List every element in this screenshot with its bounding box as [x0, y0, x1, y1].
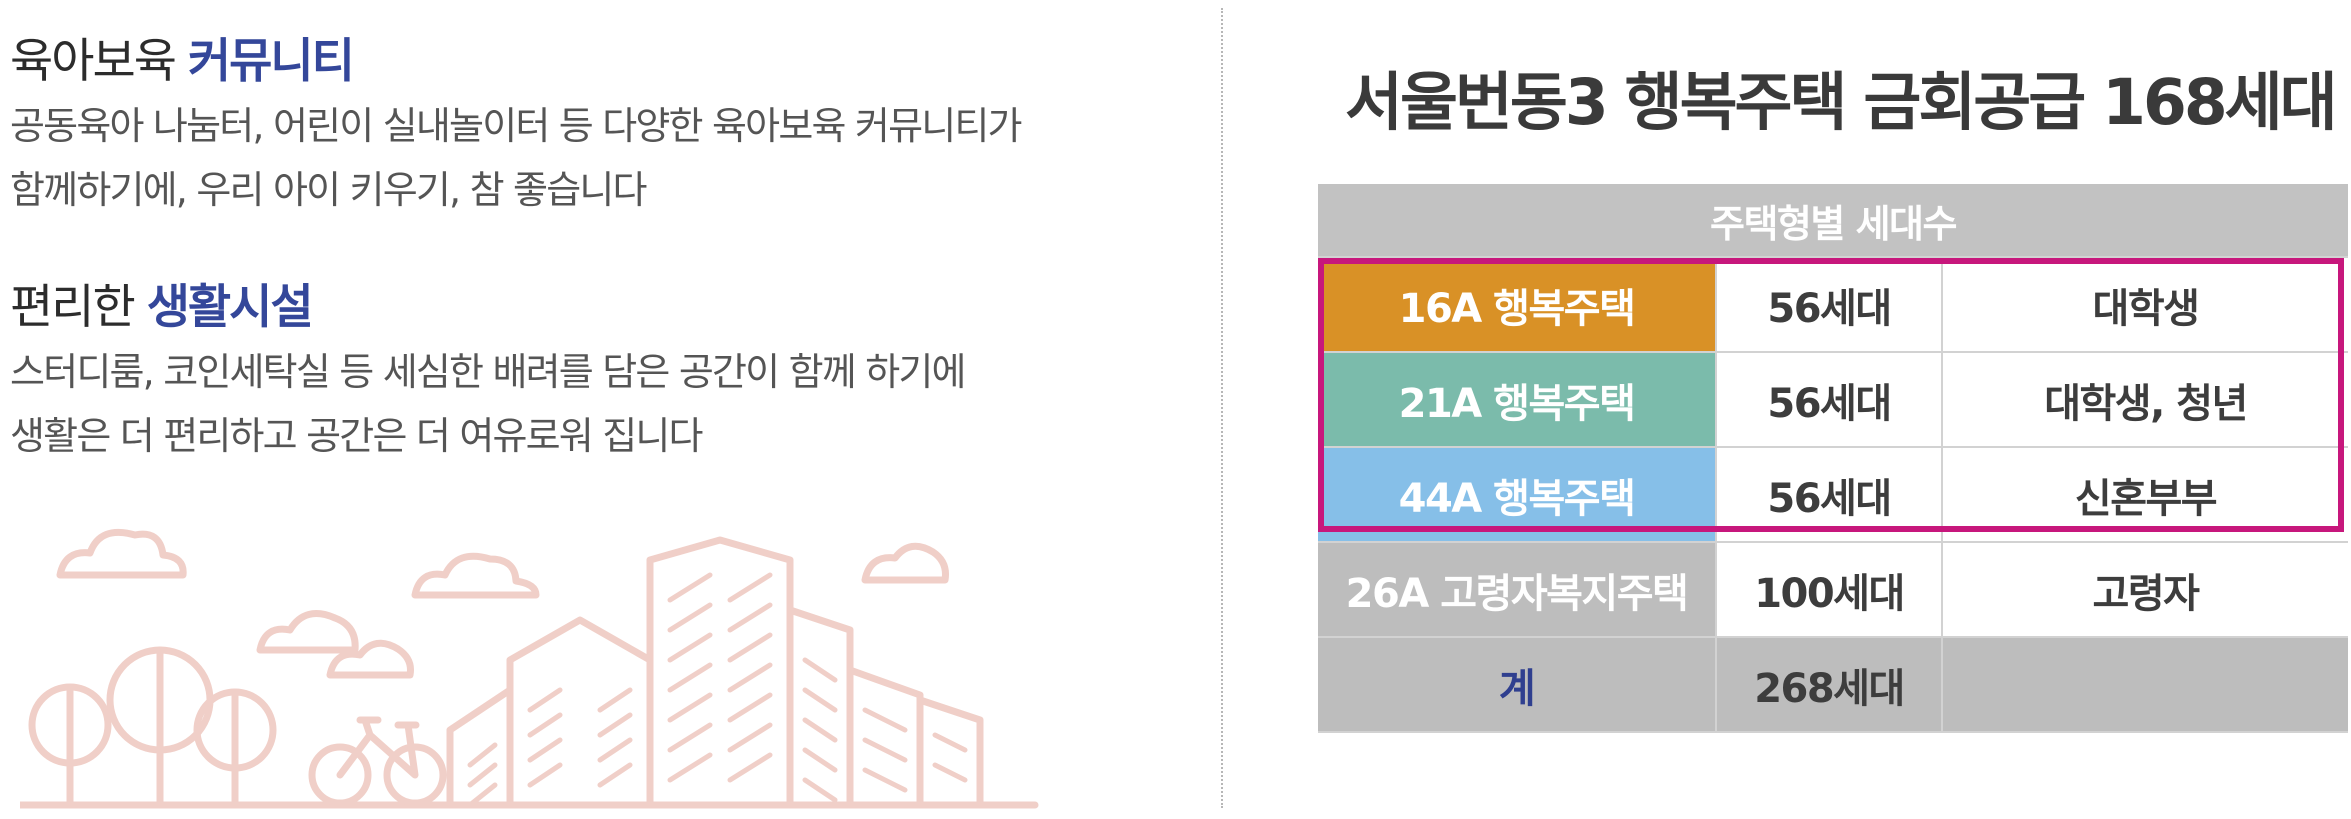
- unit-type-44a: 44A 행복주택: [1318, 447, 1717, 543]
- cloud-icon: [411, 552, 540, 599]
- bicycle-icon: [308, 716, 447, 807]
- unit-count: 56세대: [1716, 447, 1943, 543]
- table-row: 26A 고령자복지주택 100세대 고령자: [1318, 542, 2348, 638]
- facilities-title-prefix: 편리한: [10, 280, 136, 335]
- childcare-title-accent: 커뮤니티: [187, 34, 355, 89]
- facilities-desc-line-2: 생활은 더 편리하고 공간은 더 여유로워 집니다: [10, 414, 704, 458]
- table-header: 주택형별 세대수: [1318, 184, 2348, 258]
- unit-type-table-container: 주택형별 세대수 16A 행복주택 56세대 대학생 21A 행복주택 56세대…: [1318, 184, 2348, 733]
- unit-target: 신혼부부: [1942, 447, 2348, 543]
- childcare-community-title: 육아보육 커뮤니티: [10, 22, 355, 91]
- facilities-title-accent: 생활시설: [146, 280, 314, 335]
- unit-type-table: 주택형별 세대수 16A 행복주택 56세대 대학생 21A 행복주택 56세대…: [1318, 184, 2348, 733]
- unit-count: 56세대: [1716, 257, 1943, 353]
- living-facilities-title: 편리한 생활시설: [10, 268, 314, 337]
- childcare-desc-line-1: 공동육아 나눔터, 어린이 실내놀이터 등 다양한 육아보육 커뮤니티가: [10, 104, 1023, 148]
- table-total-row: 계 268세대: [1318, 637, 2348, 733]
- table-row: 16A 행복주택 56세대 대학생: [1318, 257, 2348, 353]
- unit-count: 100세대: [1716, 542, 1943, 638]
- cloud-icon: [861, 542, 949, 584]
- childcare-title-prefix: 육아보육: [10, 34, 177, 89]
- unit-type-26a: 26A 고령자복지주택: [1318, 542, 1717, 638]
- total-target: [1942, 637, 2348, 733]
- supply-headline: 서울번동3 행복주택 금회공급 168세대: [1345, 66, 2338, 139]
- table-row: 44A 행복주택 56세대 신혼부부: [1318, 447, 2348, 543]
- childcare-desc-line-2: 함께하기에, 우리 아이 키우기, 참 좋습니다: [10, 168, 647, 212]
- childcare-community-description: 공동육아 나눔터, 어린이 실내놀이터 등 다양한 육아보육 커뮤니티가 함께하…: [10, 94, 1023, 222]
- unit-target: 대학생, 청년: [1942, 352, 2348, 448]
- unit-count: 56세대: [1716, 352, 1943, 448]
- living-facilities-description: 스터디룸, 코인세탁실 등 세심한 배려를 담은 공간이 함께 하기에 생활은 …: [10, 340, 966, 468]
- panel-divider: [1221, 8, 1223, 808]
- facilities-desc-line-1: 스터디룸, 코인세탁실 등 세심한 배려를 담은 공간이 함께 하기에: [10, 350, 966, 394]
- community-info-panel: 육아보육 커뮤니티 공동육아 나눔터, 어린이 실내놀이터 등 다양한 육아보육…: [10, 22, 1039, 809]
- unit-target: 대학생: [1942, 257, 2348, 353]
- building-icon: [446, 536, 984, 809]
- cloud-icon: [326, 639, 414, 679]
- unit-type-21a: 21A 행복주택: [1318, 352, 1717, 448]
- total-count: 268세대: [1716, 637, 1943, 733]
- cloud-icon: [56, 528, 187, 579]
- unit-target: 고령자: [1942, 542, 2348, 638]
- unit-type-16a: 16A 행복주택: [1318, 257, 1717, 353]
- table-row: 21A 행복주택 56세대 대학생, 청년: [1318, 352, 2348, 448]
- cloud-icon: [256, 610, 359, 654]
- total-label: 계: [1318, 637, 1717, 733]
- city-park-illustration: [20, 528, 1039, 809]
